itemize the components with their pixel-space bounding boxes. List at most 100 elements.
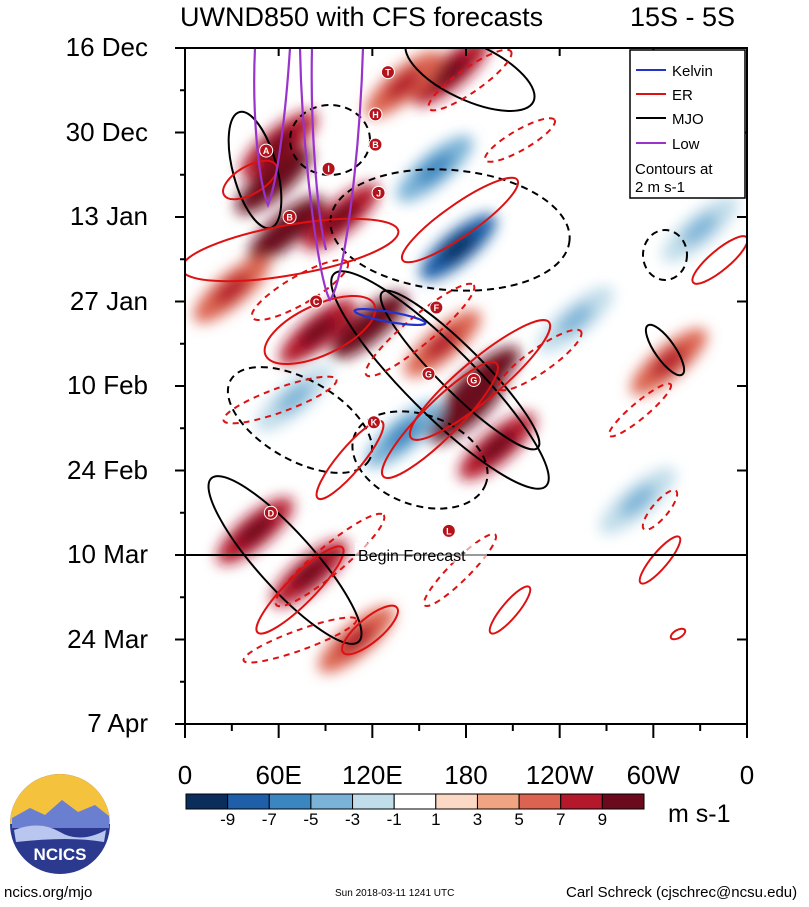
storm-label: H [368, 107, 383, 122]
storm-label: B [368, 137, 383, 152]
storm-letter: G [425, 369, 432, 379]
anomaly-core [682, 213, 718, 245]
storm-label: A [259, 143, 274, 158]
storm-label: K [366, 415, 381, 430]
anomaly-core [448, 394, 484, 426]
storm-letter: G [470, 375, 477, 385]
anomaly-core [276, 382, 313, 414]
anomaly-core [619, 484, 656, 517]
storm-letter: C [313, 297, 320, 307]
y-tick-label: 7 Apr [87, 708, 148, 738]
storm-label: J [371, 185, 386, 200]
colorbar-tick-label: 3 [472, 810, 483, 829]
colorbar-tick-label: -7 [261, 810, 277, 829]
y-tick-label: 10 Feb [67, 370, 148, 400]
legend-label-mjo: MJO [672, 111, 704, 128]
legend-note-line2: 2 m s-1 [635, 179, 685, 196]
storm-letter: A [263, 146, 270, 156]
storm-letter: B [372, 140, 379, 150]
anomaly-core [237, 515, 274, 547]
colorbar-tick-label: 5 [514, 810, 524, 829]
logo-mountains [12, 800, 109, 828]
colorbar-tick-label: -9 [220, 810, 236, 829]
colorbar-tick-label: 9 [597, 810, 608, 829]
colorbar-swatch [393, 793, 437, 810]
y-tick-label: 24 Feb [67, 454, 148, 485]
forecast-label: Begin Forecast [358, 548, 466, 565]
storm-label: I [321, 161, 336, 176]
colorbar-tick-label: -5 [303, 810, 319, 829]
x-tick-label: 0 [177, 760, 193, 790]
storm-letter: T [385, 68, 391, 78]
colorbar-tick-label: 1 [431, 810, 441, 829]
storm-label: L [441, 523, 456, 538]
logo-text: NCICS [34, 845, 87, 864]
anomaly-core [268, 213, 305, 245]
x-tick-label: 120W [525, 760, 594, 790]
colorbar-units: m s-1 [668, 800, 731, 828]
anomaly-core [432, 56, 469, 88]
kelvin-contours [353, 307, 427, 327]
storm-letter: K [371, 418, 378, 428]
colorbar-swatch [476, 793, 520, 810]
y-tick-label: 13 Jan [69, 201, 148, 231]
x-tick-label: 120E [341, 760, 403, 790]
colorbar-swatch [227, 793, 270, 810]
colorbar [185, 793, 645, 810]
colorbar-swatch [601, 793, 645, 810]
colorbar-swatch [518, 793, 562, 810]
anomaly-core [338, 623, 375, 656]
storm-label: B [282, 210, 297, 224]
y-tick-label: 30 Dec [65, 116, 148, 147]
storm-letter: D [268, 508, 275, 518]
storm-label: T [380, 65, 395, 80]
anomaly-core [651, 346, 687, 378]
storm-label: G [466, 372, 481, 387]
colorbar-tick-label: 7 [555, 810, 566, 829]
legend: Kelvin ER MJO Low Contours at 2 m s-1 [629, 49, 746, 199]
colorbar-tick-label: -3 [344, 810, 361, 829]
colorbar-swatch [560, 793, 603, 810]
anomaly-core [424, 328, 461, 360]
legend-label-low: Low [672, 136, 700, 153]
x-tick-label: 60W [626, 760, 681, 790]
storm-label: F [429, 300, 444, 315]
x-tick-label: 0 [739, 760, 755, 790]
storm-letter: L [446, 526, 452, 536]
colorbar-swatch [185, 793, 229, 810]
anomaly-core [385, 68, 422, 100]
region-label: 15S - 5S [630, 2, 736, 32]
storm-label: G [421, 366, 436, 381]
anomaly-core [299, 315, 336, 348]
ncics-logo: NCICS [10, 774, 110, 874]
colorbar-tick-label: -1 [386, 810, 402, 829]
forecast-label-bg [355, 543, 487, 563]
x-tick-label: 180 [444, 760, 488, 790]
y-tick-label: 16 Dec [65, 32, 148, 62]
y-tick-label: 27 Jan [69, 285, 148, 316]
y-tick-label: 10 Mar [67, 539, 148, 569]
low-frequency-contours [253, 48, 365, 302]
footer-url[interactable]: ncics.org/mjo [4, 884, 93, 901]
axis-ticks [175, 47, 748, 738]
anomaly-core [440, 231, 477, 263]
storm-label: C [309, 294, 324, 309]
colorbar-swatch [268, 793, 312, 810]
anomaly-core [292, 557, 328, 589]
y-tick-label: 24 Mar [67, 623, 148, 654]
legend-label-er: ER [672, 87, 693, 104]
storm-letter: J [376, 188, 381, 198]
anomaly-core [416, 152, 453, 185]
legend-note-line1: Contours at [635, 161, 713, 178]
footer-timestamp: Sun 2018-03-11 1241 UTC [335, 888, 455, 899]
x-tick-label: 60E [255, 760, 302, 790]
storm-track-labels: T H A B I J B C F G G K D L [259, 65, 481, 538]
legend-box [629, 49, 746, 199]
storm-letter: I [327, 164, 330, 174]
colorbar-swatch [352, 793, 395, 810]
anomaly-core [557, 303, 594, 336]
colorbar-swatch [310, 793, 354, 810]
storm-letter: H [372, 110, 379, 120]
legend-label-kelvin: Kelvin [672, 63, 713, 80]
